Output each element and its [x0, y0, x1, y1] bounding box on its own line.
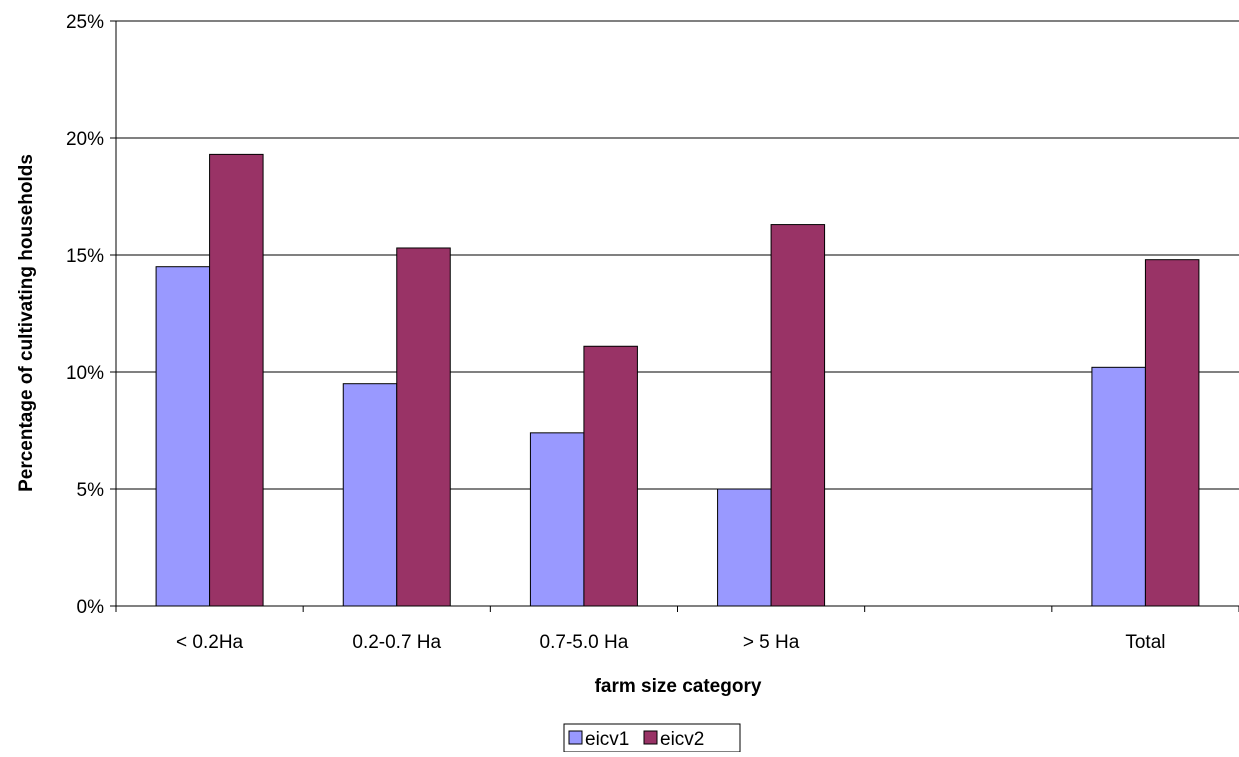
legend: eicv1 eicv2 — [563, 723, 741, 753]
bar-eicv1-2 — [529, 432, 585, 607]
bar-eicv2-5 — [1144, 259, 1200, 607]
bar-eicv2-3 — [770, 224, 826, 607]
y-tick-label: 15% — [66, 246, 104, 267]
y-tick-label: 10% — [66, 363, 104, 384]
bars — [155, 153, 1200, 607]
bar-eicv2-1 — [396, 247, 451, 607]
legend-swatch-eicv1 — [568, 730, 583, 745]
x-tick-label: Total — [1125, 632, 1165, 653]
x-axis-title: farm size category — [595, 676, 762, 697]
y-tick-label: 5% — [77, 480, 105, 501]
x-tick-label: > 5 Ha — [743, 632, 800, 653]
y-axis-title: Percentage of cultivating households — [16, 154, 37, 492]
legend-swatch-eicv2 — [643, 730, 658, 745]
y-tick-label: 25% — [66, 12, 104, 33]
bar-eicv2-0 — [209, 153, 264, 607]
tick-labels: 0% 5% 10% 15% 20% 25% < 0.2Ha 0.2-0.7 Ha 0.7-5.0… — [66, 12, 1166, 653]
x-tick-label: 0.7-5.0 Ha — [540, 632, 629, 653]
legend-label-eicv1: eicv1 — [585, 729, 629, 750]
bar-eicv1-1 — [342, 383, 398, 607]
gridlines — [116, 20, 1239, 490]
bar-eicv1-0 — [155, 266, 211, 607]
y-tick-label: 0% — [77, 597, 105, 618]
legend-label-eicv2: eicv2 — [660, 729, 704, 750]
x-tick-label: < 0.2Ha — [176, 632, 244, 653]
axes — [110, 20, 1239, 612]
x-tick-label: 0.2-0.7 Ha — [352, 632, 441, 653]
y-tick-label: 20% — [66, 129, 104, 150]
bar-eicv1-3 — [717, 488, 772, 607]
bar-eicv2-2 — [583, 345, 638, 607]
bar-eicv1-5 — [1091, 366, 1146, 607]
